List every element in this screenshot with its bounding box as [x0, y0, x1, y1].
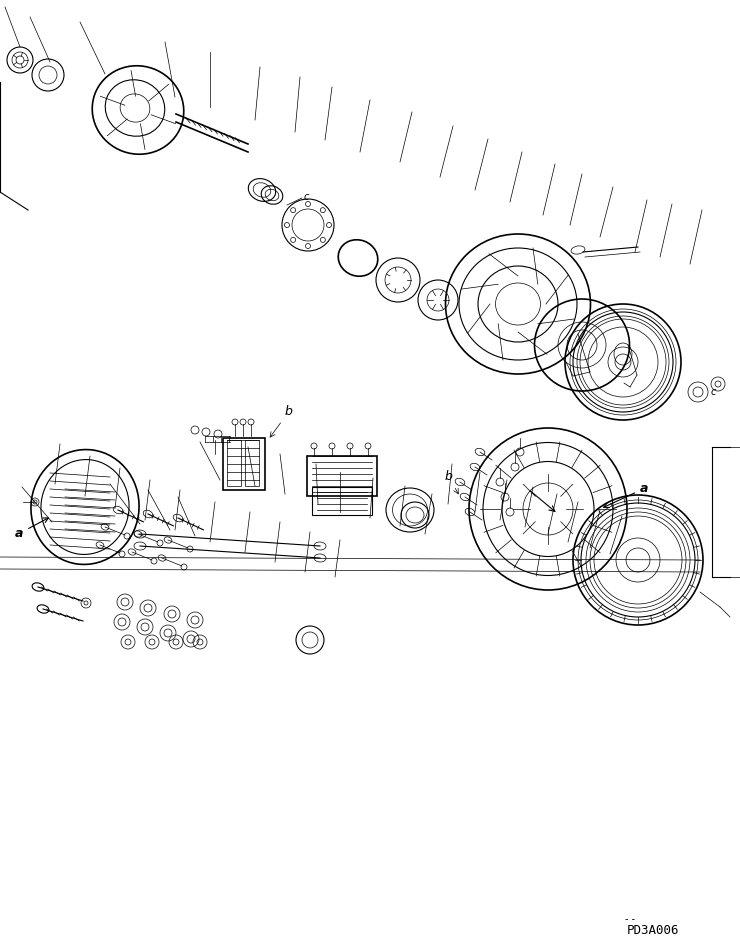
Text: b: b	[445, 470, 458, 494]
Bar	[223, 438, 265, 490]
Text: PD3A006: PD3A006	[627, 924, 679, 937]
Bar	[245, 440, 259, 486]
Text: a: a	[15, 518, 48, 540]
Bar	[227, 440, 241, 486]
Bar	[312, 487, 372, 515]
Text: b: b	[270, 405, 293, 437]
Text: a: a	[604, 482, 648, 507]
Text: c: c	[304, 192, 309, 202]
Text: - -: - -	[625, 914, 635, 924]
Text: c: c	[711, 387, 716, 397]
Bar	[307, 456, 377, 496]
